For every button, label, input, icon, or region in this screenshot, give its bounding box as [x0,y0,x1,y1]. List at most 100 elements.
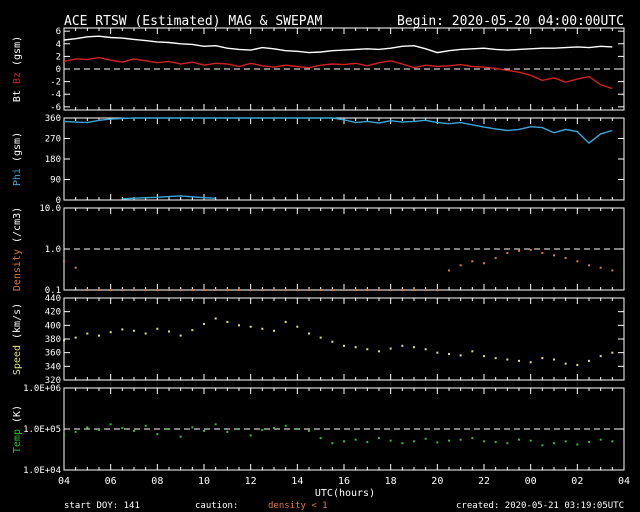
y-tick-label: 1.0 [45,245,61,255]
y-axis-label-mag: Bt Bz (gsm) [12,36,23,102]
series-point-density [63,260,65,263]
series-point-density [541,251,544,254]
series-point-density [133,289,135,291]
panel-phi: 360 270 180 90 0 Phi (gsm) [12,114,625,206]
y-tick-label: -2 [50,78,61,88]
series-point-temp [214,423,217,426]
series-point-temp [156,433,159,436]
series-point-speed [366,348,369,351]
series-point-temp [354,438,357,441]
series-line-bt [63,35,613,54]
series-point-temp [553,442,555,445]
y-tick-label: 270 [45,135,61,145]
x-tick-label: 16 [338,476,350,487]
series-point-speed [611,351,614,354]
series-point-speed [249,325,252,328]
series-point-speed [238,324,240,327]
x-tick-label: 04 [618,476,630,487]
series-point-speed [273,329,275,332]
series-point-speed [494,357,497,360]
y-tick-label: 2 [56,52,61,62]
x-tick-label: 10 [198,476,210,487]
series-point-temp [611,440,614,443]
series-point-temp [436,441,439,444]
y-tick-label: 340 [45,362,61,372]
series-point-density [261,289,264,291]
series-point-temp [541,444,544,447]
series-point-density [226,289,229,291]
y-tick-label: 4 [56,40,61,50]
y-tick-label: 0 [56,65,61,75]
series-point-speed [471,350,474,353]
series-point-speed [144,332,147,335]
start-doy: start DOY: 141 [64,501,140,511]
y-axis-label-part: Bz [12,72,23,90]
y-axis-label-part: (/cm3) [12,207,23,249]
series-point-temp [506,442,509,445]
x-tick-label: 08 [151,476,163,487]
series-point-density [319,289,322,291]
series-point-temp [144,424,147,427]
series-point-density [599,266,602,269]
series-point-speed [74,336,77,339]
series-point-speed [343,344,345,347]
series-point-temp [576,443,579,446]
y-tick-label: 0.1 [45,286,61,296]
y-axis-label-part: (K) [12,405,23,429]
series-point-speed [261,327,264,330]
series-point-speed [599,355,602,358]
series-point-density [191,289,194,291]
panel-density: 10.0 1.0 0.1 Density (/cm3) [12,204,625,296]
y-tick-label: 320 [45,376,61,386]
y-tick-label: 1.0E+04 [23,466,61,476]
y-axis-label-part: (km/s) [12,303,23,345]
series-point-speed [121,328,124,331]
series-point-speed [529,361,532,364]
series-point-density [576,260,579,263]
series-point-density [494,257,497,260]
series-point-temp [168,428,170,430]
series-point-temp [179,435,182,438]
y-axis-label-part: Density [12,249,23,291]
series-point-density [424,289,427,291]
series-point-density [214,289,217,291]
series-point-speed [86,332,89,335]
y-axis-label-part: Speed [12,345,23,375]
y-tick-label: 440 [45,294,61,304]
y-tick-label: 180 [45,155,61,165]
series-point-temp [261,428,264,431]
series-point-speed [483,355,485,358]
series-point-temp [284,424,287,427]
series-point-temp [121,427,124,430]
series-point-temp [343,440,345,443]
series-point-temp [331,442,334,445]
series-point-speed [413,346,415,349]
series-point-density [331,289,334,291]
series-point-speed [203,322,205,325]
series-point-temp [588,441,590,444]
series-point-speed [389,347,392,350]
series-point-temp [459,438,462,441]
y-tick-label: 10.0 [39,204,61,214]
y-axis-label-speed: Speed (km/s) [12,303,23,375]
series-point-density [564,257,567,260]
series-point-density [483,262,485,265]
series-point-density [74,266,77,269]
y-tick-label: 380 [45,335,61,345]
series-point-temp [599,438,602,441]
series-point-temp [564,440,567,443]
y-axis-label-part: (gsm) [12,36,23,72]
x-tick-label: 22 [478,476,490,487]
created-time: created: 2020-05-21 03:19:05UTC [456,501,624,511]
series-point-speed [191,329,194,332]
y-tick-label: 420 [45,308,61,318]
series-point-density [401,289,404,291]
series-point-temp [494,441,497,444]
series-point-density [366,289,369,291]
series-point-speed [296,325,299,328]
series-point-density [238,289,240,291]
series-point-temp [191,426,194,429]
series-line-bz [63,56,613,90]
